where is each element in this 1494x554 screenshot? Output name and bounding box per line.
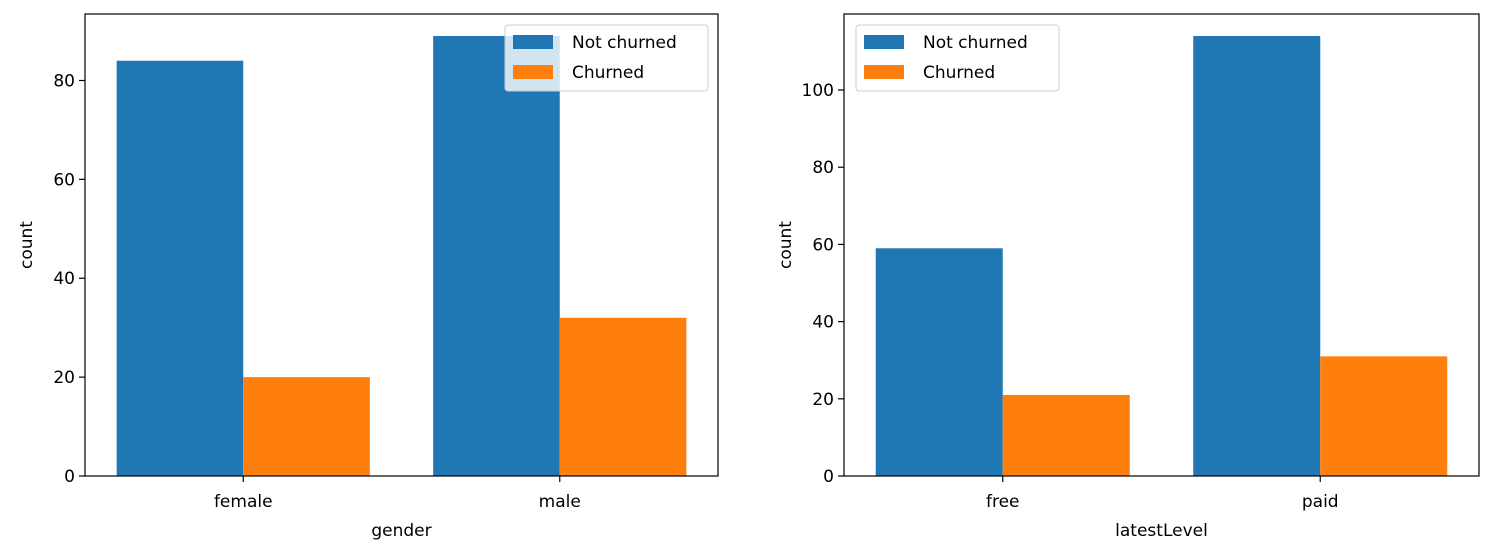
bar-churned-free xyxy=(1002,394,1130,476)
bar-not-churned-male xyxy=(433,36,560,476)
legend-swatch xyxy=(864,65,904,79)
legend-swatch xyxy=(513,35,553,49)
y-tick-label: 100 xyxy=(802,81,834,101)
legend-box xyxy=(855,24,1060,92)
y-tick-label: 80 xyxy=(53,71,75,91)
plot-frame xyxy=(84,13,719,477)
legend-label: Not churned xyxy=(923,33,1028,53)
legend-swatch xyxy=(513,65,553,79)
y-tick-label: 0 xyxy=(823,467,834,487)
legend-label: Churned xyxy=(923,63,995,83)
x-axis-label: gender xyxy=(371,521,431,541)
y-tick-label: 20 xyxy=(53,368,75,388)
y-tick-label: 40 xyxy=(812,313,834,333)
bar-churned-male xyxy=(559,317,687,476)
bar-churned-female xyxy=(243,377,370,476)
x-axis-label: latestLevel xyxy=(1115,521,1208,541)
legend-label: Not churned xyxy=(572,33,677,53)
y-tick-label: 80 xyxy=(812,158,834,178)
y-tick-label: 20 xyxy=(812,390,834,410)
x-tick-label: paid xyxy=(1302,492,1339,512)
bar-not-churned-paid xyxy=(1193,36,1321,476)
legend: Not churned Churned xyxy=(504,24,709,92)
y-axis-label: count xyxy=(776,221,796,269)
bar-not-churned-free xyxy=(875,248,1003,476)
bar-not-churned-female xyxy=(116,60,244,476)
y-tick-label: 60 xyxy=(812,235,834,255)
x-tick-label: free xyxy=(986,492,1020,512)
y-tick-label: 60 xyxy=(53,170,75,190)
y-tick-label: 40 xyxy=(53,269,75,289)
bar-churned-paid xyxy=(1320,356,1448,476)
x-tick-label: male xyxy=(539,492,581,512)
x-tick-label: female xyxy=(214,492,273,512)
legend-label: Churned xyxy=(572,63,644,83)
y-axis-label: count xyxy=(17,221,37,269)
legend-swatch xyxy=(864,35,904,49)
legend: Not churned Churned xyxy=(855,24,1060,92)
chart-gender: 0 20 40 60 80 female male gender count Not churne… xyxy=(17,13,719,541)
y-tick-label: 0 xyxy=(64,467,75,487)
legend-box xyxy=(504,24,709,92)
chart-latest-level: 0 20 40 60 80 100 free paid latestLevel count Not … xyxy=(776,13,1480,541)
